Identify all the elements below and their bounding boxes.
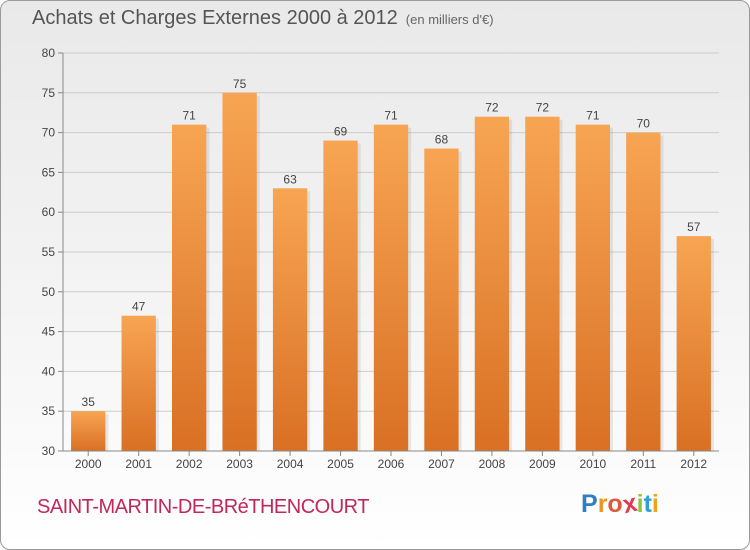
logo-letter: o <box>607 490 623 518</box>
axes <box>58 52 719 456</box>
logo-letter: P <box>581 490 598 518</box>
x-tick-label: 2007 <box>428 457 455 471</box>
x-tick-label: 2002 <box>176 457 203 471</box>
bar <box>424 148 459 451</box>
data-label: 63 <box>283 172 297 186</box>
bar <box>171 124 207 451</box>
x-tick-label: 2012 <box>680 457 707 471</box>
x-tick-label: 2004 <box>277 457 304 471</box>
y-tick-label: 40 <box>42 364 56 378</box>
x-tick-label: 2006 <box>378 457 405 471</box>
y-tick-label: 35 <box>42 404 56 418</box>
bar <box>323 140 358 451</box>
x-tick-label: 2008 <box>479 457 506 471</box>
logo-letter: i <box>636 490 644 518</box>
bar <box>373 124 409 451</box>
bar <box>676 236 711 451</box>
bar <box>71 411 106 451</box>
bar <box>626 132 661 451</box>
data-label: 72 <box>485 101 499 115</box>
commune-name: SAINT-MARTIN-DE-BRéTHENCOURT <box>37 496 369 518</box>
bars <box>71 92 714 452</box>
y-tick-label: 80 <box>42 46 56 60</box>
x-tick-label: 2005 <box>327 457 354 471</box>
y-tick-label: 55 <box>42 245 56 259</box>
y-tick-label: 30 <box>42 444 56 458</box>
y-tick-label: 70 <box>42 126 56 140</box>
data-label: 71 <box>586 109 600 123</box>
x-tick-label: 2000 <box>75 457 102 471</box>
labels: 30 35 40 45 50 55 60 65 70 75 80 35 2000 47 2001 71 2002… <box>42 46 708 471</box>
logo-letter: i <box>651 490 659 518</box>
y-tick-label: 60 <box>42 205 56 219</box>
logo-letter: t <box>643 490 652 518</box>
x-tick-label: 2003 <box>226 457 253 471</box>
x-tick-label: 2010 <box>579 457 606 471</box>
chart-title-text: Achats et Charges Externes 2000 à 2012 <box>32 7 398 29</box>
bar <box>222 92 257 452</box>
x-tick-label: 2009 <box>529 457 556 471</box>
data-label: 35 <box>82 395 96 409</box>
bar <box>525 116 560 452</box>
data-label: 71 <box>384 109 398 123</box>
data-label: 71 <box>182 109 196 123</box>
y-tick-label: 45 <box>42 325 56 339</box>
data-label: 72 <box>536 101 550 115</box>
bar <box>575 124 611 451</box>
x-tick-label: 2001 <box>125 457 152 471</box>
bar <box>121 315 156 451</box>
proxiti-logo[interactable]: Proxiti <box>581 489 659 519</box>
y-tick-label: 65 <box>42 165 56 179</box>
data-label: 69 <box>334 125 348 139</box>
bar <box>474 116 510 452</box>
y-tick-label: 50 <box>42 285 56 299</box>
data-label: 75 <box>233 77 247 91</box>
data-label: 70 <box>637 117 651 131</box>
data-label: 47 <box>132 300 146 314</box>
chart-title: Achats et Charges Externes 2000 à 2012 (e… <box>32 7 494 30</box>
x-tick-label: 2011 <box>630 457 656 471</box>
chart-unit: (en milliers d'€) <box>405 12 494 27</box>
data-label: 57 <box>687 220 701 234</box>
y-tick-label: 75 <box>42 86 56 100</box>
data-label: 68 <box>435 133 449 147</box>
logo-letter: r <box>597 490 608 518</box>
bar <box>272 188 308 451</box>
